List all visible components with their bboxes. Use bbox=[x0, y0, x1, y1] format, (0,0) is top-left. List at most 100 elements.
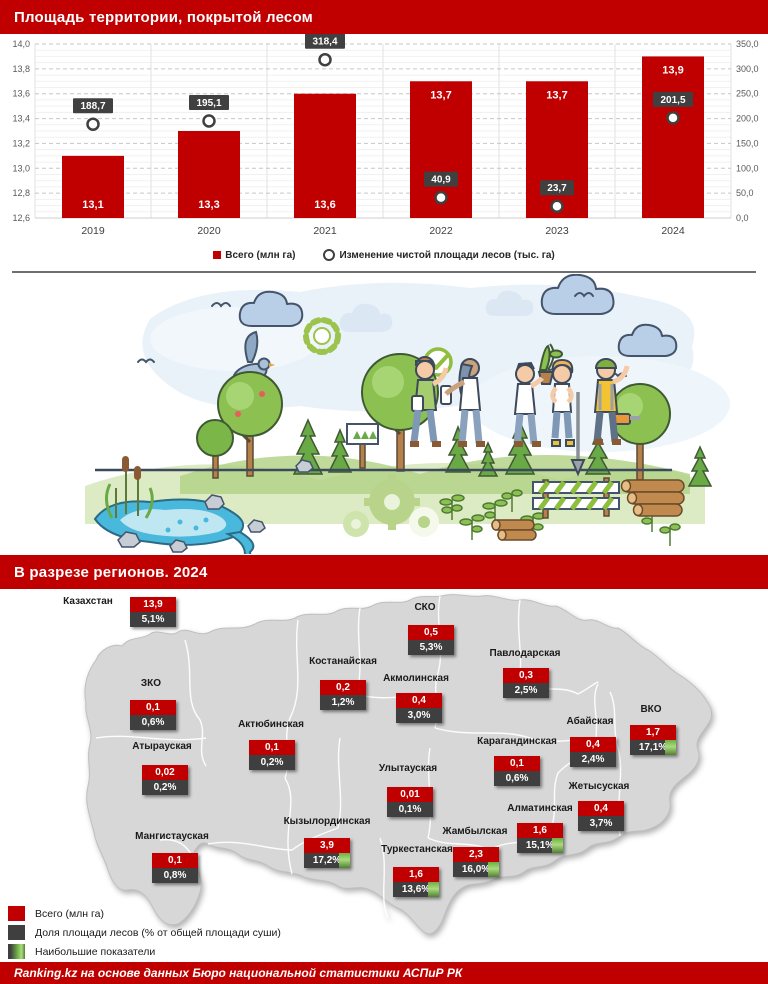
region-value: 0,1 bbox=[494, 756, 540, 771]
person-with-seedling bbox=[513, 343, 563, 447]
region-callout-box: 0,4 3,0% bbox=[396, 693, 442, 723]
gray-swatch-icon bbox=[8, 925, 25, 940]
region-callout-box: 0,1 0,6% bbox=[494, 756, 540, 786]
striped-barrier bbox=[532, 477, 620, 519]
region-label-СКО: СКО bbox=[414, 602, 436, 613]
legend-row-total: Всего (млн га) bbox=[8, 906, 281, 921]
region-label-Туркестанская: Туркестанская bbox=[381, 844, 453, 855]
bar-value-label: 13,7 bbox=[546, 89, 567, 101]
region-value: 1,6 bbox=[393, 867, 439, 882]
region-label-ВКО: ВКО bbox=[640, 704, 662, 715]
people-planting bbox=[410, 343, 640, 477]
circle-marker-icon bbox=[323, 249, 336, 261]
legend-label-net-change: Изменение чистой площади лесов (тыс. га) bbox=[339, 249, 555, 261]
region-callout-box: 0,02 0,2% bbox=[142, 765, 188, 795]
legend-item-net-change: Изменение чистой площади лесов (тыс. га) bbox=[323, 249, 555, 261]
region-value: 0,1 bbox=[152, 853, 198, 868]
region-share: 15,1% bbox=[517, 838, 563, 853]
region-callout-box: 0,1 0,2% bbox=[249, 740, 295, 770]
region-value: 1,6 bbox=[517, 823, 563, 838]
source-text: Ranking.kz на основе данных Бюро национа… bbox=[14, 966, 463, 980]
left-axis-tick: 13,2 bbox=[12, 138, 30, 148]
net-change-marker-2023 bbox=[550, 199, 564, 213]
left-axis-tick: 14,0 bbox=[12, 39, 30, 49]
cattails bbox=[105, 456, 154, 519]
left-axis-tick: 13,0 bbox=[12, 163, 30, 173]
region-share: 0,6% bbox=[130, 715, 176, 730]
red-square-icon bbox=[213, 251, 222, 259]
bar-2023 bbox=[526, 81, 588, 219]
region-share: 0,2% bbox=[249, 755, 295, 770]
region-share: 16,0% bbox=[453, 862, 499, 877]
log-stack bbox=[620, 479, 685, 517]
x-axis-label-2019: 2019 bbox=[81, 225, 105, 237]
region-value: 0,5 bbox=[408, 625, 454, 640]
region-callout-box: 0,4 2,4% bbox=[570, 737, 616, 767]
marker-label-box bbox=[73, 98, 113, 114]
page-title: Площадь территории, покрытой лесом bbox=[14, 8, 313, 26]
region-share: 1,2% bbox=[320, 695, 366, 710]
kazakhstan-map-section: Казахстан 13,9 5,1% СКО 0,5 5,3% Павлодарская 0… bbox=[0, 588, 768, 962]
bar-value-label: 13,7 bbox=[430, 89, 451, 101]
region-share: 5,3% bbox=[408, 640, 454, 655]
regions-title-band: В разрезе регионов. 2024 bbox=[0, 555, 768, 589]
marker-value-label: 318,4 bbox=[312, 37, 337, 48]
net-change-marker-2021 bbox=[318, 52, 332, 67]
region-share: 5,1% bbox=[130, 612, 176, 627]
marker-value-label: 195,1 bbox=[196, 98, 221, 109]
marker-label-box bbox=[653, 91, 693, 107]
marker-label-box bbox=[189, 95, 229, 111]
red-swatch-icon bbox=[8, 906, 25, 921]
region-callout-box: 13,9 5,1% bbox=[130, 597, 176, 627]
highest-indicator-bar bbox=[339, 853, 350, 868]
right-axis-tick: 100,0 bbox=[736, 163, 759, 173]
bar-value-label: 13,9 bbox=[662, 64, 683, 76]
left-axis-tick: 12,8 bbox=[12, 188, 30, 198]
chart-canvas: 12,6 0,0 12,8 50,0 13,0 100,0 13,2 150,0 13,4 200… bbox=[12, 33, 759, 237]
region-label-Павлодарская: Павлодарская bbox=[489, 648, 561, 659]
region-callout-box: 0,5 5,3% bbox=[408, 625, 454, 655]
bar-value-label: 13,3 bbox=[198, 199, 219, 211]
net-change-marker-2022 bbox=[434, 190, 448, 205]
region-share: 0,8% bbox=[152, 868, 198, 883]
gears bbox=[343, 474, 439, 537]
person-green-shirt bbox=[410, 356, 449, 447]
legend-item-total: Всего (млн га) bbox=[213, 250, 295, 261]
right-axis-tick: 150,0 bbox=[736, 138, 759, 148]
region-label-Костанайская: Костанайская bbox=[309, 656, 377, 667]
region-value: 3,9 bbox=[304, 838, 350, 853]
region-value: 0,1 bbox=[249, 740, 295, 755]
region-value: 13,9 bbox=[130, 597, 176, 612]
forest-sign bbox=[346, 423, 379, 469]
region-value: 0,4 bbox=[570, 737, 616, 752]
bar-2021 bbox=[294, 93, 356, 218]
region-callout-box: 1,6 15,1% bbox=[517, 823, 563, 853]
left-axis-tick: 13,8 bbox=[12, 64, 30, 74]
region-value: 0,4 bbox=[578, 801, 624, 816]
x-axis-label-2021: 2021 bbox=[313, 225, 337, 237]
region-label-Атырауская: Атырауская bbox=[132, 741, 192, 752]
person-with-phone bbox=[440, 358, 485, 447]
region-label-Абайская: Абайская bbox=[566, 716, 614, 727]
region-label-Кызылординская: Кызылординская bbox=[283, 816, 371, 827]
right-axis-tick: 300,0 bbox=[736, 64, 759, 74]
region-label-ЗКО: ЗКО bbox=[140, 678, 162, 689]
bar-value-label: 13,6 bbox=[314, 199, 335, 211]
region-value: 2,3 bbox=[453, 847, 499, 862]
region-share: 17,2% bbox=[304, 853, 350, 868]
region-share: 0,1% bbox=[387, 802, 433, 817]
right-axis-tick: 0,0 bbox=[736, 213, 749, 223]
net-change-marker-2020 bbox=[202, 114, 216, 128]
highest-indicator-bar bbox=[488, 862, 499, 877]
x-axis-label-2020: 2020 bbox=[197, 225, 221, 237]
bar-2019 bbox=[62, 155, 124, 218]
person-with-shovel bbox=[550, 358, 586, 477]
region-share: 2,4% bbox=[570, 752, 616, 767]
region-label-Мангистауская: Мангистауская bbox=[135, 831, 209, 842]
region-share: 17,1% bbox=[630, 740, 676, 755]
net-change-marker-2019 bbox=[86, 117, 100, 131]
top-title-band: Площадь территории, покрытой лесом bbox=[0, 0, 768, 34]
region-label-Алматинская: Алматинская bbox=[507, 803, 573, 814]
region-callout-box: 1,6 13,6% bbox=[393, 867, 439, 897]
marker-value-label: 40,9 bbox=[431, 175, 451, 186]
